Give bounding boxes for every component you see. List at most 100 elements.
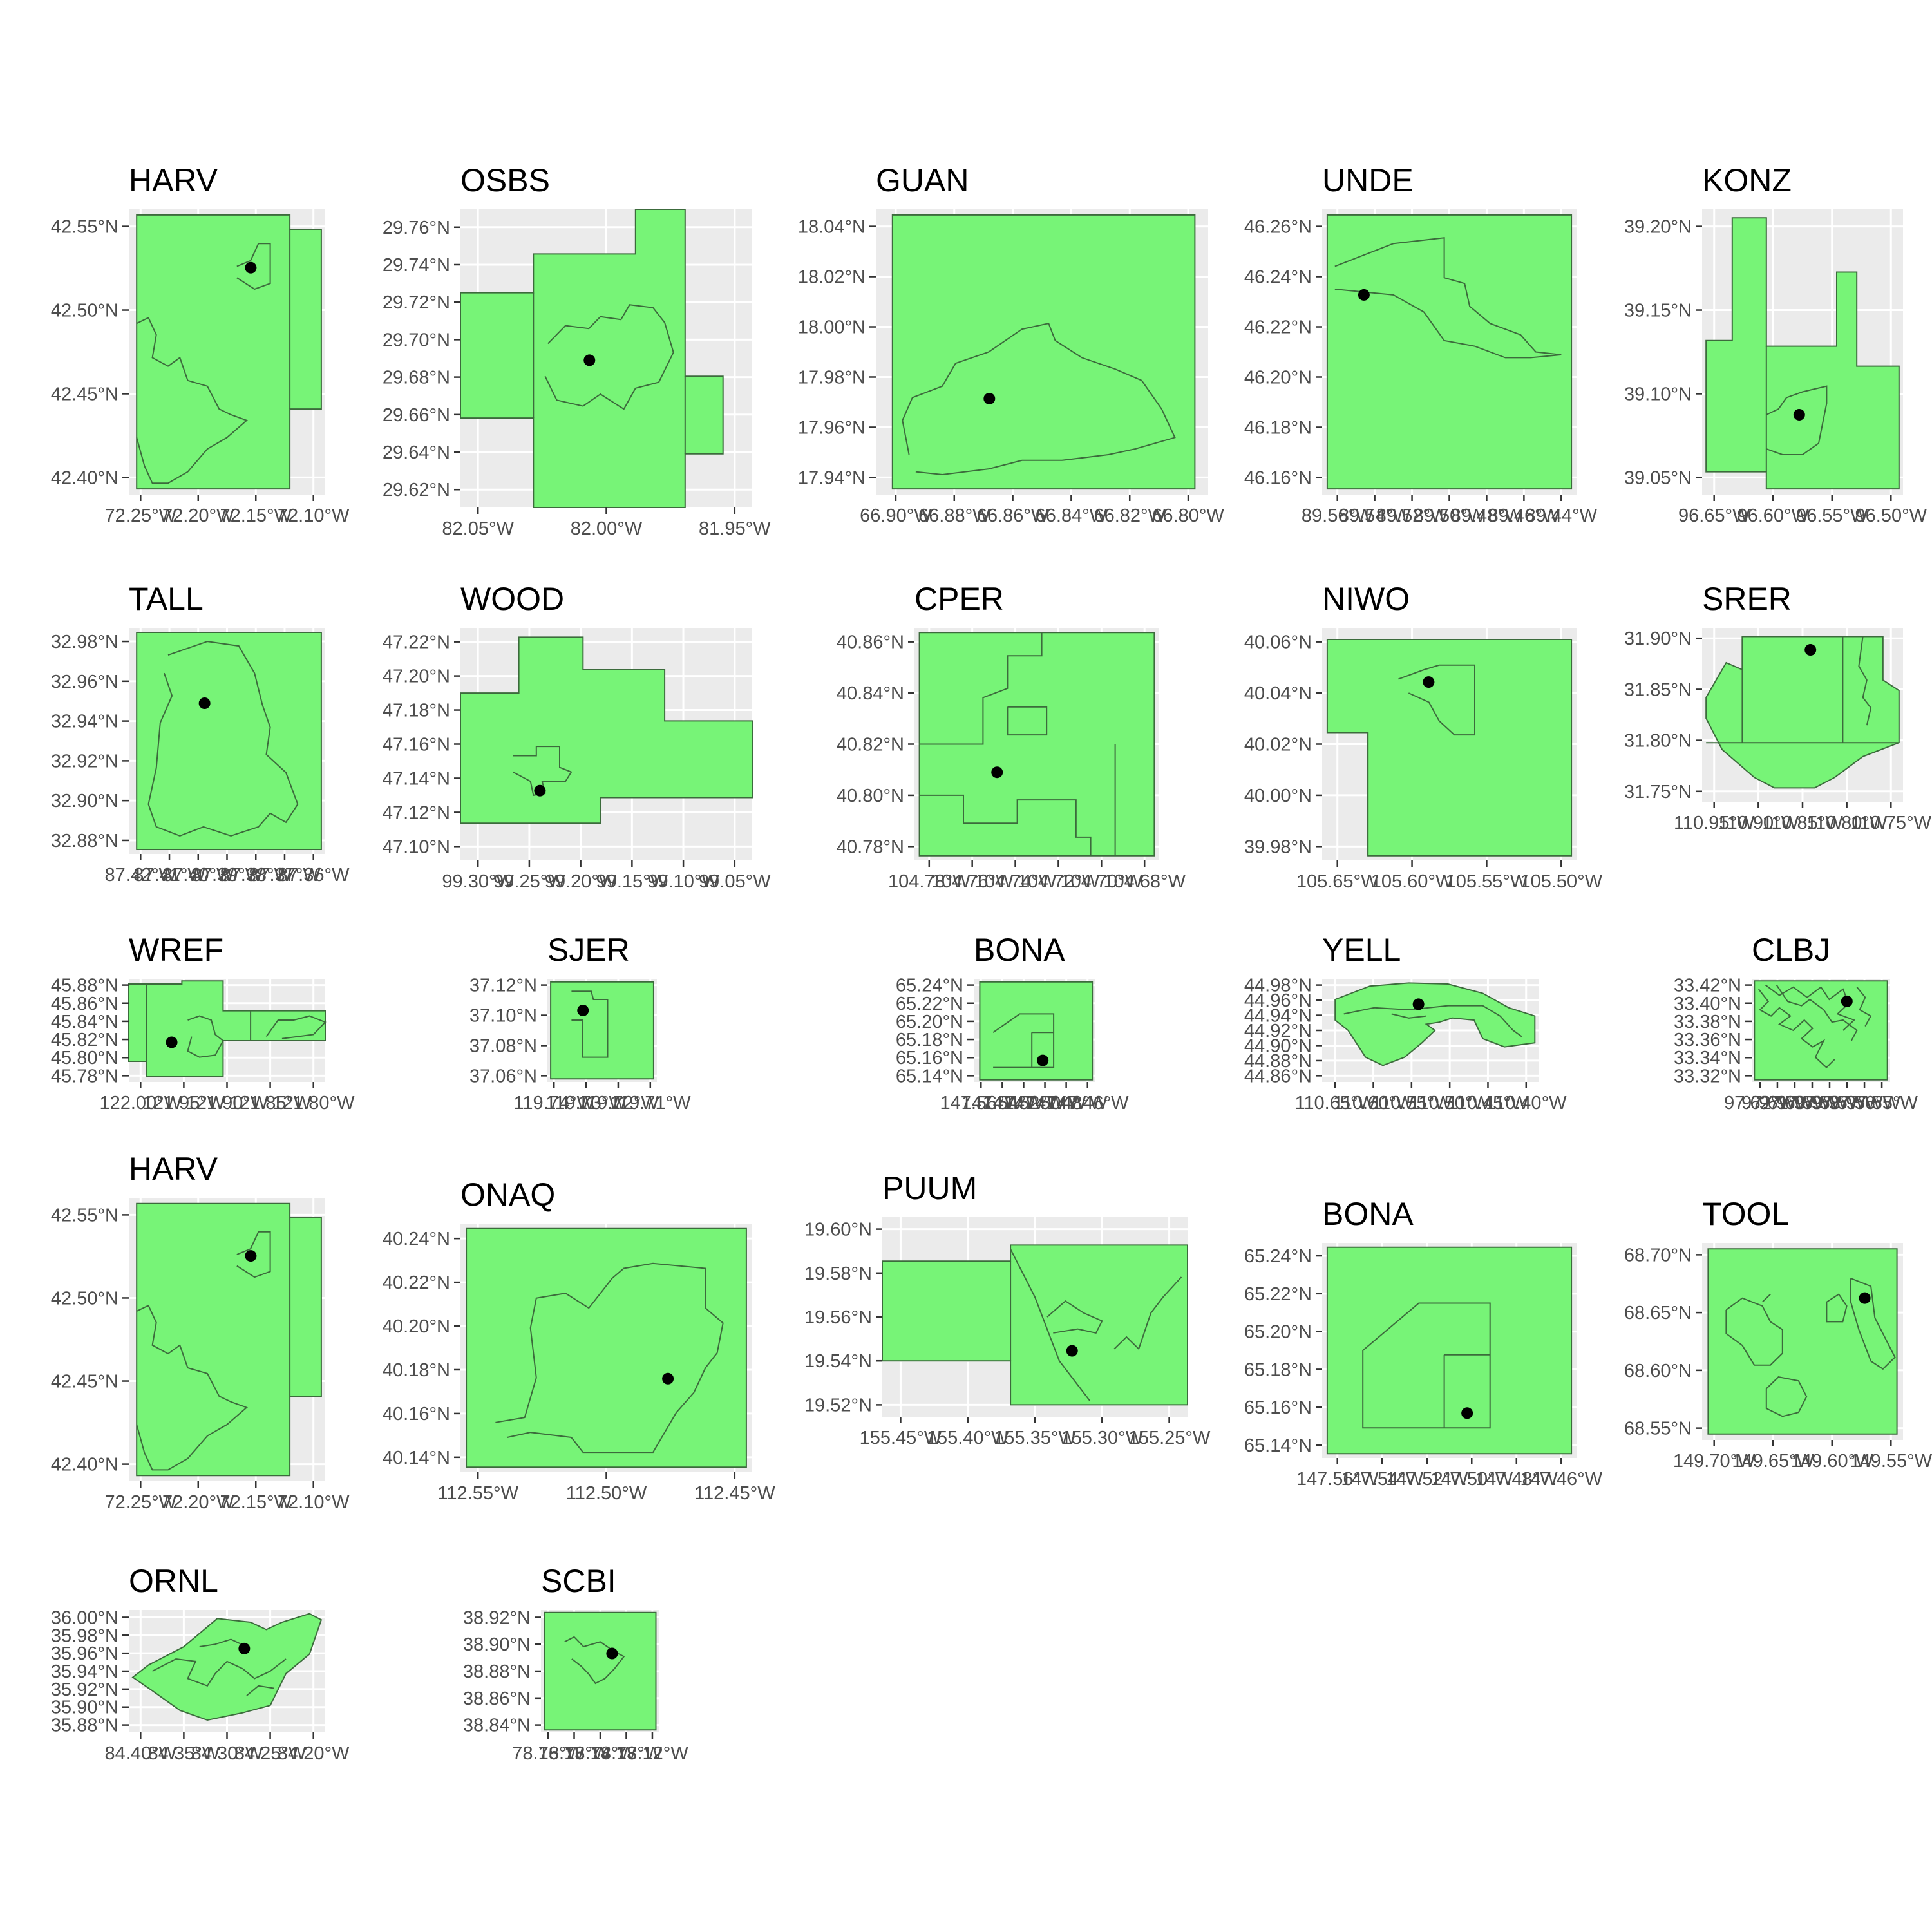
y-tick-label: 45.88°N xyxy=(51,976,118,996)
y-tick-label: 46.22°N xyxy=(1244,317,1312,338)
tower-point xyxy=(1423,676,1435,688)
x-tick-label: 89.44°W xyxy=(1526,506,1598,526)
x-tick-label: 97.60°W xyxy=(1759,1093,1831,1113)
x-tick-label: 97.56°W xyxy=(1828,1093,1900,1113)
x-tick-label: 110.95°W xyxy=(1674,813,1755,833)
site-panel-bona: BONA 65.14°N 65.16°N 65.18°N 65.20°N 65.22°N 6… xyxy=(1244,1196,1603,1490)
x-tick-label: 97.55°W xyxy=(1846,1093,1918,1113)
x-tick-label: 121.90°W xyxy=(186,1093,269,1113)
x-tick-label: 112.55°W xyxy=(437,1483,518,1504)
y-tick-label: 19.60°N xyxy=(804,1220,872,1240)
inner-boundary xyxy=(1398,664,1475,736)
y-tick-label: 29.74°N xyxy=(383,255,450,276)
x-tick-label: 155.25°W xyxy=(1128,1428,1211,1448)
tower-point xyxy=(534,784,546,797)
tower-point xyxy=(606,1647,618,1660)
inner-boundary xyxy=(265,1015,327,1039)
y-tick-label: 32.90°N xyxy=(51,791,118,811)
x-tick-label: 104.68°W xyxy=(1103,871,1186,892)
x-tick-label: 104.72°W xyxy=(1018,871,1100,892)
y-tick-label: 40.06°N xyxy=(1244,632,1312,653)
y-tick-label: 65.16°N xyxy=(1244,1397,1312,1418)
y-tick-label: 46.24°N xyxy=(1244,267,1312,288)
inner-boundary xyxy=(495,1262,724,1454)
y-tick-label: 45.80°N xyxy=(51,1048,118,1068)
y-tick-label: 39.15°N xyxy=(1624,301,1692,321)
x-tick-label: 122.00°W xyxy=(99,1093,182,1113)
x-tick-label: 66.84°W xyxy=(1036,506,1108,526)
y-tick-label: 40.16°N xyxy=(383,1404,450,1425)
x-tick-label: 72.15°W xyxy=(220,1492,292,1513)
tower-point xyxy=(577,1004,589,1016)
y-tick-label: 47.22°N xyxy=(383,632,450,653)
x-tick-label: 78.16°W xyxy=(512,1743,584,1764)
x-tick-label: 72.20°W xyxy=(162,506,234,526)
x-tick-label: 87.40°W xyxy=(162,865,234,886)
x-tick-label: 147.54°W xyxy=(961,1093,1044,1113)
inner-boundary xyxy=(1343,1005,1522,1037)
y-tick-label: 42.40°N xyxy=(51,1455,118,1475)
y-tick-label: 35.92°N xyxy=(51,1680,118,1700)
tower-point xyxy=(1412,998,1425,1010)
inner-boundary xyxy=(1334,237,1562,359)
x-tick-label: 104.78°W xyxy=(888,871,971,892)
site-boundary xyxy=(1754,980,1888,1081)
y-tick-label: 35.98°N xyxy=(51,1625,118,1646)
x-tick-label: 147.50°W xyxy=(1004,1093,1086,1113)
x-tick-label: 97.57°W xyxy=(1811,1093,1883,1113)
x-tick-label: 66.88°W xyxy=(918,506,990,526)
inner-boundary xyxy=(136,1304,248,1471)
x-tick-label: 84.25°W xyxy=(234,1743,307,1764)
tower-point xyxy=(991,766,1003,779)
panel-title: WREF xyxy=(129,932,223,968)
y-tick-label: 31.80°N xyxy=(1624,731,1692,752)
panel-title: GUAN xyxy=(876,162,969,198)
y-tick-label: 42.55°N xyxy=(51,217,118,238)
inner-boundary xyxy=(1007,706,1048,736)
y-tick-label: 36.00°N xyxy=(51,1607,118,1628)
x-tick-label: 112.45°W xyxy=(694,1483,775,1504)
x-tick-label: 97.59°W xyxy=(1776,1093,1848,1113)
x-tick-label: 147.50°W xyxy=(1430,1469,1513,1490)
y-tick-label: 31.75°N xyxy=(1624,782,1692,802)
y-tick-label: 65.18°N xyxy=(896,1030,963,1050)
y-tick-label: 40.82°N xyxy=(837,735,904,755)
x-tick-label: 147.56°W xyxy=(1296,1469,1379,1490)
inner-boundary xyxy=(1856,987,1872,1027)
x-tick-label: 78.13°W xyxy=(591,1743,663,1764)
site-panel-cper: CPER 40.78°N 40.80°N 40.82°N 40.84°N 40.86°N 1… xyxy=(837,581,1186,892)
inner-boundary xyxy=(1725,1297,1783,1366)
y-tick-label: 47.12°N xyxy=(383,802,450,823)
x-tick-label: 121.95°W xyxy=(143,1093,225,1113)
y-tick-label: 65.14°N xyxy=(896,1066,963,1086)
y-tick-label: 47.18°N xyxy=(383,701,450,721)
y-tick-label: 38.90°N xyxy=(463,1634,531,1655)
y-tick-label: 42.55°N xyxy=(51,1205,118,1226)
x-tick-label: 97.58°W xyxy=(1794,1093,1866,1113)
y-tick-label: 39.98°N xyxy=(1244,837,1312,857)
inner-boundary xyxy=(136,316,248,484)
y-tick-label: 33.32°N xyxy=(1674,1066,1741,1086)
y-tick-label: 46.16°N xyxy=(1244,468,1312,488)
y-tick-label: 18.04°N xyxy=(798,217,866,238)
x-tick-label: 87.37°W xyxy=(249,865,321,886)
y-tick-label: 42.40°N xyxy=(51,468,118,488)
y-tick-label: 19.52°N xyxy=(804,1395,872,1416)
site-boundary xyxy=(136,214,322,490)
x-tick-label: 105.55°W xyxy=(1446,871,1528,892)
site-boundary xyxy=(979,981,1094,1081)
x-tick-label: 84.35°W xyxy=(148,1743,220,1764)
inner-boundary xyxy=(199,1638,247,1647)
x-tick-label: 78.14°W xyxy=(564,1743,636,1764)
y-tick-label: 65.22°N xyxy=(1244,1284,1312,1305)
y-tick-label: 29.62°N xyxy=(383,480,450,500)
y-tick-label: 44.86°N xyxy=(1244,1066,1312,1086)
y-tick-label: 39.05°N xyxy=(1624,468,1692,488)
x-tick-label: 119.71°W xyxy=(610,1093,691,1113)
site-panel-sjer: SJER 37.06°N 37.08°N 37.10°N 37.12°N 119.74°W… xyxy=(469,932,691,1113)
y-tick-label: 40.20°N xyxy=(383,1316,450,1337)
y-tick-label: 65.20°N xyxy=(896,1012,963,1032)
y-tick-label: 40.80°N xyxy=(837,786,904,806)
x-tick-label: 110.85°W xyxy=(1762,813,1843,833)
x-tick-label: 149.65°W xyxy=(1732,1451,1814,1472)
